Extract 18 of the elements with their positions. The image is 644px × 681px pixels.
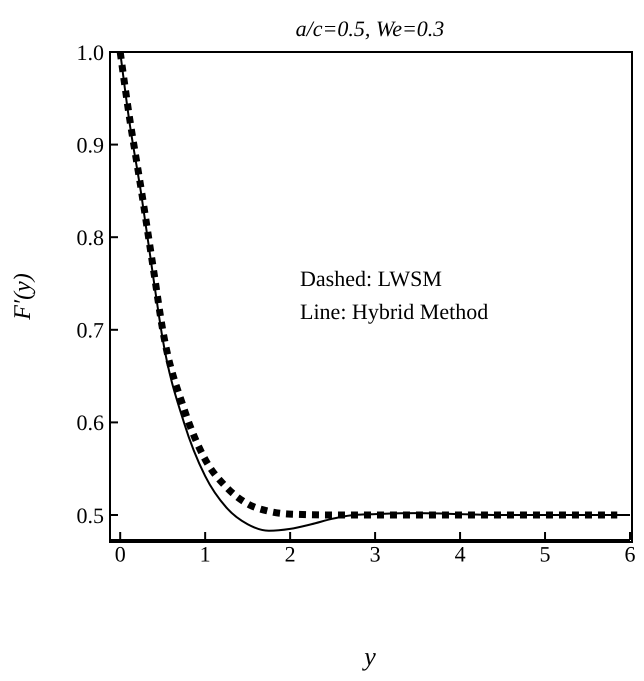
x-axis-title: y	[361, 642, 377, 672]
y-tick-label: 0.9	[76, 132, 104, 158]
y-tick-label: 0.5	[76, 502, 104, 528]
annotation: Dashed: LWSM	[300, 265, 443, 293]
x-tick-label: 4	[454, 542, 466, 567]
x-tick-label: 5	[540, 542, 551, 567]
y-tick-label: 0.8	[76, 225, 104, 250]
x-tick-label: 2	[284, 542, 296, 567]
x-tick-label: 1	[200, 542, 211, 567]
x-tick-label: 3	[370, 542, 381, 567]
annotation: Line: Hybrid Method	[300, 298, 488, 326]
y-tick-label: 0.7	[76, 318, 104, 343]
y-axis-title: F′(y)	[10, 272, 36, 320]
chart-title: a/c=0.5, We=0.3	[294, 16, 446, 42]
y-tick-label: 1.0	[76, 40, 104, 65]
x-tick-label: 0	[114, 542, 126, 567]
y-tick-label: 0.6	[76, 410, 104, 436]
x-tick-label: 6	[624, 542, 636, 567]
